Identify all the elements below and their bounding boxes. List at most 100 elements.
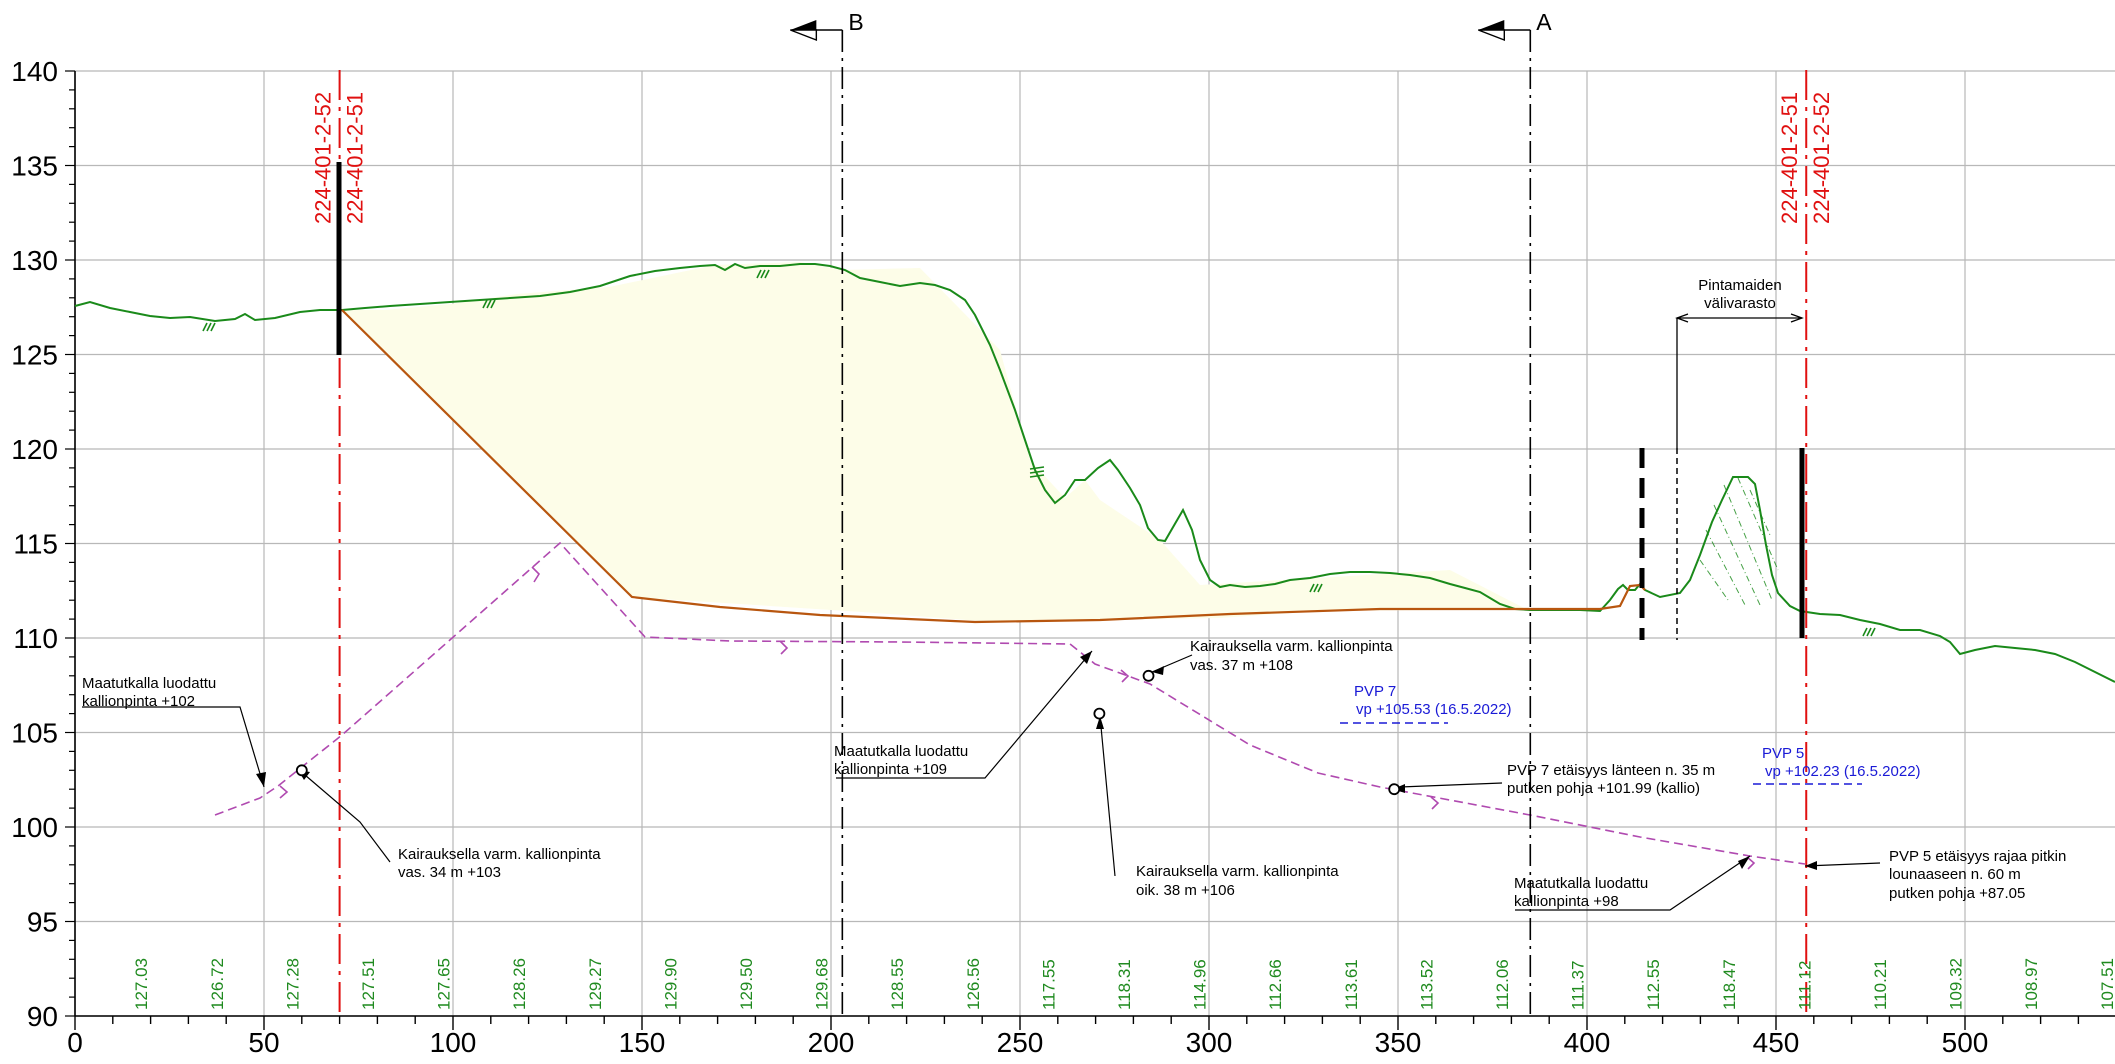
storage-bracket xyxy=(1675,313,1804,448)
storage-mound-hatch xyxy=(1699,477,1779,606)
drill-103-line1: Kairauksella varm. kallionpinta xyxy=(398,846,601,863)
x-tick-label: 100 xyxy=(430,1027,477,1058)
ground-elevation-label: 129.90 xyxy=(661,958,680,1010)
ground-elevation-label: 129.27 xyxy=(586,958,605,1010)
gpr-109-line2: kallionpinta +109 xyxy=(834,761,947,778)
ground-elevation-label: 108.97 xyxy=(2022,958,2041,1010)
section-arrow-head xyxy=(790,20,817,30)
ground-elevation-label: 128.26 xyxy=(510,958,529,1010)
reference-lines: 224-401-2-52 224-401-2-51 224-401-2-51 224-… xyxy=(311,70,1834,1016)
ground-elevation-label: 112.66 xyxy=(1266,959,1285,1010)
drill-108-line1: Kairauksella varm. kallionpinta xyxy=(1190,638,1393,655)
x-tick-label: 200 xyxy=(808,1027,855,1058)
leader-arrowheads xyxy=(256,651,1817,870)
ground-elevation-label: 118.47 xyxy=(1720,959,1739,1010)
ground-elevation-label: 126.56 xyxy=(964,958,983,1010)
y-tick-label: 140 xyxy=(11,56,58,87)
storage-label-line1: Pintamaiden xyxy=(1698,277,1781,294)
section-label: A xyxy=(1536,9,1552,35)
drill-point xyxy=(1142,669,1155,682)
ground-elevation-label: 129.50 xyxy=(737,958,756,1010)
section-arrow-head xyxy=(790,29,818,42)
y-tick-label: 135 xyxy=(11,151,58,182)
y-tick-label: 125 xyxy=(11,340,58,371)
ground-elevation-label: 112.55 xyxy=(1644,959,1663,1010)
gpr-102-line2: kallionpinta +102 xyxy=(82,693,195,710)
section-label: B xyxy=(848,9,863,35)
x-tick-label: 300 xyxy=(1186,1027,1233,1058)
ground-elevation-label: 118.31 xyxy=(1115,959,1134,1010)
drill-108-line2: vas. 37 m +108 xyxy=(1190,657,1293,674)
drill-point xyxy=(1388,783,1401,796)
ground-elevation-label: 110.21 xyxy=(1871,959,1890,1010)
x-tick-label: 50 xyxy=(248,1027,279,1058)
ground-elevation-label: 128.55 xyxy=(888,958,907,1010)
ground-elevation-label: 112.06 xyxy=(1493,959,1512,1010)
section-arrow-head xyxy=(1478,29,1506,42)
ground-elevation-label: 127.65 xyxy=(435,958,454,1010)
gpr-102-line1: Maatutkalla luodattu xyxy=(82,675,216,692)
y-tick-label: 130 xyxy=(11,245,58,276)
pvp5-pipe-line1: PVP 5 etäisyys rajaa pitkin xyxy=(1889,848,2066,865)
drill-point xyxy=(295,764,308,777)
rock-survey-ticks xyxy=(279,566,1756,870)
terrain-hatches xyxy=(202,269,1876,637)
drill-103-line2: vas. 34 m +103 xyxy=(398,864,501,881)
y-tick-label: 110 xyxy=(13,623,58,654)
drill-point xyxy=(1093,707,1106,720)
storage-label-line2: välivarasto xyxy=(1704,295,1776,312)
x-tick-label: 250 xyxy=(997,1027,1044,1058)
x-tick-label: 450 xyxy=(1753,1027,1800,1058)
x-tick-label: 500 xyxy=(1942,1027,1989,1058)
y-tick-label: 90 xyxy=(27,1001,58,1032)
excavation-fill-area xyxy=(342,262,1528,621)
y-tick-label: 115 xyxy=(13,529,58,560)
reference-label: 224-401-2-52 xyxy=(1809,92,1834,224)
ground-elevation-label: 107.51 xyxy=(2098,958,2115,1010)
ground-elevation-label: 114.96 xyxy=(1191,959,1210,1010)
ground-surface-line xyxy=(74,262,2115,683)
ground-elevation-labels: 127.03 126.72 127.28 127.51 127.65 128.26 129.… xyxy=(132,958,2115,1010)
pvp7-pipe-line1: PVP 7 etäisyys länteen n. 35 m xyxy=(1507,762,1715,779)
ground-elevation-label: 117.55 xyxy=(1039,959,1058,1010)
x-tick-label: 0 xyxy=(67,1027,83,1058)
gpr-98-line2: kallionpinta +98 xyxy=(1514,893,1619,910)
pvp5-value: vp +102.23 (16.5.2022) xyxy=(1765,763,1921,780)
gpr-98-line1: Maatutkalla luodattu xyxy=(1514,875,1648,892)
y-tick-label: 120 xyxy=(11,434,58,465)
pvp7-value: vp +105.53 (16.5.2022) xyxy=(1356,701,1512,718)
reference-label: 224-401-2-52 xyxy=(311,92,336,224)
ground-elevation-label: 129.68 xyxy=(813,958,832,1010)
y-tick-labels: 140 135 130 125 120 115 110 105 100 95 90 xyxy=(11,56,58,1032)
ground-elevation-label: 113.61 xyxy=(1342,959,1361,1010)
pvp5-label: PVP 5 xyxy=(1762,745,1804,762)
y-tick-label: 105 xyxy=(11,718,58,749)
ground-elevation-label: 126.72 xyxy=(208,958,227,1010)
pvp5-pipe-line2: lounaaseen n. 60 m xyxy=(1889,866,2021,883)
bedrock-surface-line xyxy=(214,541,1806,865)
pvp7-label: PVP 7 xyxy=(1354,683,1396,700)
x-tick-labels: 0 50 100 150 200 250 300 350 400 450 500 xyxy=(67,1027,1988,1058)
x-tick-label: 350 xyxy=(1375,1027,1422,1058)
ground-elevation-label: 111.12 xyxy=(1795,961,1814,1010)
drill-106-line1: Kairauksella varm. kallionpinta xyxy=(1136,863,1339,880)
pvp7-pipe-line2: putken pohja +101.99 (kallio) xyxy=(1507,780,1700,797)
reference-label: 224-401-2-51 xyxy=(343,92,368,224)
ground-elevation-label: 113.52 xyxy=(1417,959,1436,1010)
water-level-lines xyxy=(1340,722,1862,785)
ground-elevation-label: 127.28 xyxy=(283,958,302,1010)
ground-elevation-label: 109.32 xyxy=(1947,958,1966,1010)
ground-elevation-label: 127.51 xyxy=(359,958,378,1010)
ground-elevation-label: 111.37 xyxy=(1569,961,1588,1010)
reference-label: 224-401-2-51 xyxy=(1777,92,1802,224)
x-tick-label: 150 xyxy=(619,1027,666,1058)
y-tick-label: 100 xyxy=(11,812,58,843)
gpr-109-line1: Maatutkalla luodattu xyxy=(834,743,968,760)
pvp5-pipe-line3: putken pohja +87.05 xyxy=(1889,885,2025,902)
drill-points xyxy=(295,669,1401,796)
boundary-bars xyxy=(336,162,1805,640)
ground-elevation-label: 127.03 xyxy=(132,958,151,1010)
